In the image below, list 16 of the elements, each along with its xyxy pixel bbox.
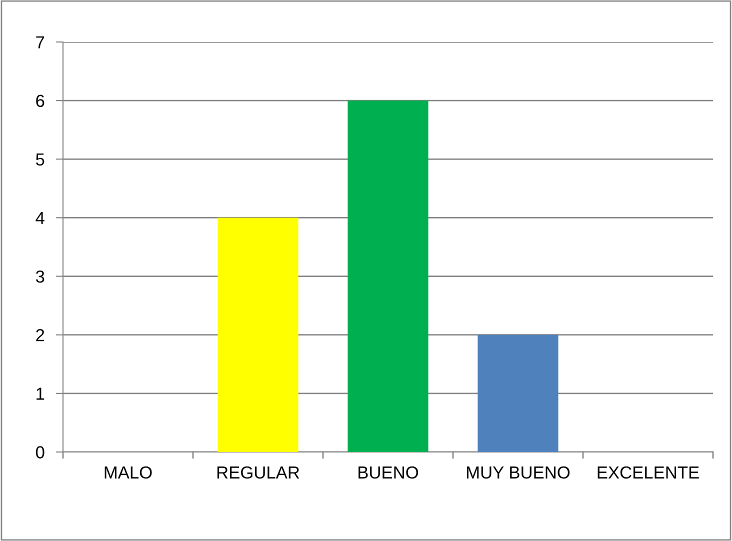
y-tick-label: 6 (36, 94, 44, 108)
y-tick-label: 4 (36, 212, 44, 224)
y-tick-label: 0 (36, 446, 44, 458)
x-tick-label: MUY BUENO (467, 466, 570, 479)
y-tick-label: 3 (36, 270, 44, 283)
bar (478, 334, 558, 452)
y-tick-label: 2 (36, 329, 44, 342)
bar (218, 218, 298, 452)
y-tick-label: 1 (36, 388, 44, 400)
bar (348, 100, 428, 452)
x-tick-label: REGULAR (217, 466, 300, 479)
y-tick-label: 7 (36, 36, 44, 48)
x-tick-label: MALO (104, 466, 152, 479)
x-tick-label: BUENO (358, 466, 418, 479)
x-tick-label: EXCELENTE (598, 466, 699, 479)
y-tick-label: 5 (36, 153, 44, 166)
